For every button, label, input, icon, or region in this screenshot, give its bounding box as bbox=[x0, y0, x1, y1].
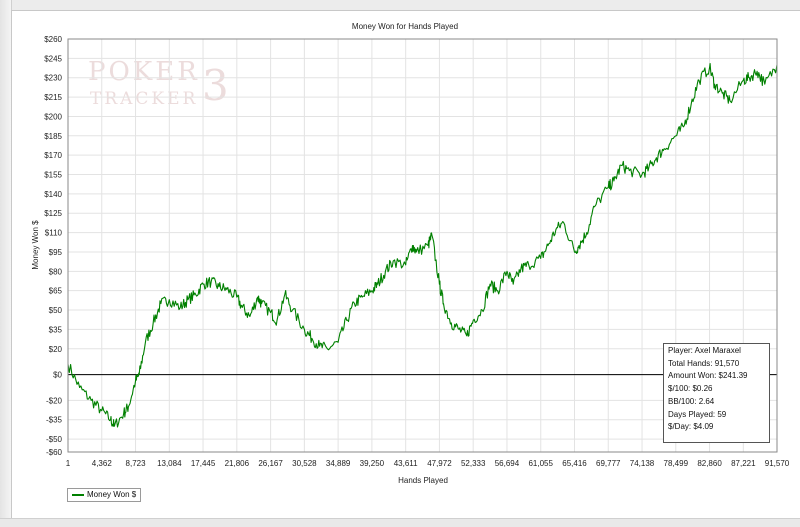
stats-player: Player: Axel Maraxel bbox=[668, 346, 741, 355]
y-tick-label: -$35 bbox=[46, 416, 63, 425]
svg-text:TRACKER: TRACKER bbox=[90, 89, 198, 109]
y-axis-title: Money Won $ bbox=[31, 220, 40, 270]
x-tick-labels: 1 4,362 8,723 13,084 17,445 21,806 26,167 30,52… bbox=[66, 459, 790, 468]
x-tick-label: 4,362 bbox=[92, 459, 113, 468]
x-tick-label: 61,055 bbox=[528, 459, 553, 468]
y-tick-label: $65 bbox=[49, 287, 63, 296]
x-tick-label: 21,806 bbox=[225, 459, 250, 468]
y-tick-label: $260 bbox=[44, 35, 62, 44]
y-tick-label: $125 bbox=[44, 209, 62, 218]
stats-bb-100: BB/100: 2.64 bbox=[668, 396, 715, 406]
stats-amount-won: Amount Won: $241.39 bbox=[668, 371, 748, 381]
x-axis-title: Hands Played bbox=[398, 476, 448, 485]
stats-total-hands: Total Hands: 91,570 bbox=[668, 358, 740, 368]
x-tick-label: 34,889 bbox=[326, 459, 351, 468]
stats-days-played: Days Played: 59 bbox=[668, 409, 727, 419]
y-tick-label: -$20 bbox=[46, 396, 63, 405]
x-tick-label: 52,333 bbox=[461, 459, 486, 468]
y-tick-label: -$60 bbox=[46, 448, 63, 457]
x-tick-label: 87,221 bbox=[731, 459, 756, 468]
x-tick-label: 8,723 bbox=[126, 459, 147, 468]
y-tick-label: $170 bbox=[44, 151, 62, 160]
y-tick-label: $200 bbox=[44, 112, 62, 121]
chart-title: Money Won for Hands Played bbox=[352, 22, 458, 31]
plot-border bbox=[67, 38, 778, 453]
stats-per-100: $/100: $0.26 bbox=[668, 384, 713, 394]
x-tick-label: 69,777 bbox=[596, 459, 621, 468]
y-tick-label: $0 bbox=[53, 371, 62, 380]
x-tick-label: 26,167 bbox=[258, 459, 283, 468]
y-tick-label: -$50 bbox=[46, 435, 63, 444]
x-tick-label: 74,138 bbox=[630, 459, 655, 468]
x-tick-label: 82,860 bbox=[697, 459, 722, 468]
y-tick-label: $155 bbox=[44, 171, 62, 180]
chart-legend: Money Won $ bbox=[67, 488, 141, 502]
x-tick-label: 17,445 bbox=[191, 459, 216, 468]
series-layer bbox=[67, 63, 778, 428]
svg-text:3: 3 bbox=[202, 61, 229, 110]
x-tick-label: 65,416 bbox=[562, 459, 587, 468]
player-stats-box: Player: Axel Maraxel Total Hands: 91,570… bbox=[663, 343, 770, 443]
y-tick-label: $95 bbox=[49, 248, 63, 257]
stats-per-day: $/Day: $4.09 bbox=[668, 422, 714, 432]
x-tick-label: 39,250 bbox=[360, 459, 385, 468]
y-tick-label: $35 bbox=[49, 325, 63, 334]
svg-text:POKER: POKER bbox=[88, 57, 200, 87]
poker-tracker-watermark-logo: POKER TRACKER 3 bbox=[88, 57, 229, 110]
x-tick-label: 47,972 bbox=[427, 459, 452, 468]
y-tick-label: $245 bbox=[44, 54, 62, 63]
x-tick-label: 91,570 bbox=[765, 459, 790, 468]
grid-lines bbox=[67, 38, 778, 453]
x-tick-label: 78,499 bbox=[664, 459, 689, 468]
y-tick-label: $50 bbox=[49, 306, 63, 315]
legend-swatch bbox=[72, 494, 84, 496]
x-tick-label: 56,694 bbox=[495, 459, 520, 468]
x-tick-label: 43,611 bbox=[394, 459, 418, 468]
y-tick-label: $185 bbox=[44, 132, 62, 141]
x-tick-label: 13,084 bbox=[157, 459, 182, 468]
y-tick-label: $215 bbox=[44, 93, 62, 102]
series-line-money-won bbox=[67, 63, 778, 428]
legend-label: Money Won $ bbox=[87, 490, 137, 499]
y-tick-label: $80 bbox=[49, 267, 63, 276]
window-frame-bottom bbox=[0, 518, 800, 527]
y-tick-label: $230 bbox=[44, 74, 62, 83]
x-tick-label: 1 bbox=[66, 459, 71, 468]
y-tick-label: $20 bbox=[49, 345, 63, 354]
x-tick-label: 30,528 bbox=[292, 459, 317, 468]
y-tick-label: $140 bbox=[44, 190, 62, 199]
y-tick-label: $110 bbox=[45, 229, 63, 238]
y-tick-labels: $260 $245 $230 $215 $200 $185 $170 $155 $140 $125… bbox=[44, 35, 62, 457]
